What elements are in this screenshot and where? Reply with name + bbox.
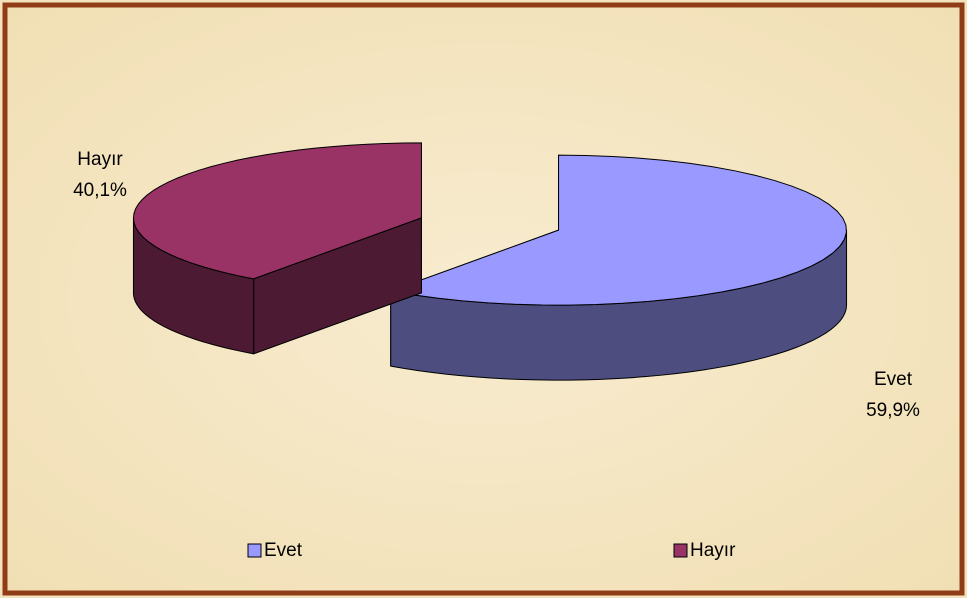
slice-label: Hayır xyxy=(77,149,123,170)
legend-swatch xyxy=(673,543,688,558)
slice-value-label: 59,9% xyxy=(866,400,920,421)
slice-label: Evet xyxy=(874,369,913,390)
slice-value-label: 40,1% xyxy=(73,180,127,201)
slice xyxy=(390,154,847,306)
legend-swatch xyxy=(247,543,262,558)
legend-label: Hayır xyxy=(690,540,736,561)
slice xyxy=(132,142,422,280)
legend-label: Evet xyxy=(264,540,303,561)
